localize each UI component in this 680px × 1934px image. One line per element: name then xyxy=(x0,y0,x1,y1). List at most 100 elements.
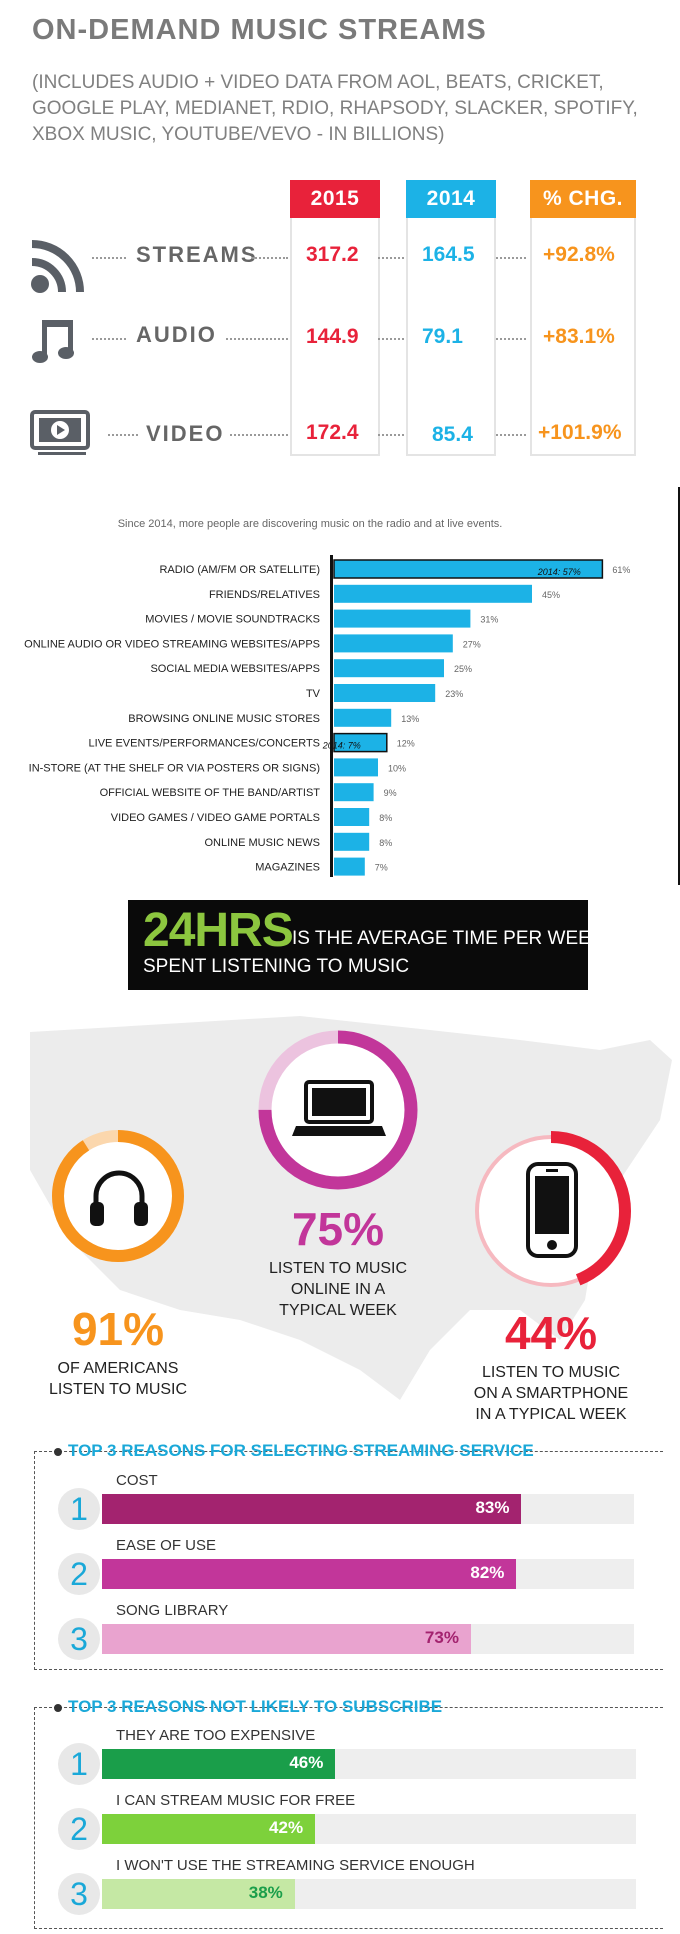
value-2014-video: 85.4 xyxy=(432,423,473,446)
reasons-select-title: TOP 3 REASONS FOR SELECTING STREAMING SE… xyxy=(68,1441,534,1460)
value-label: 9% xyxy=(384,788,397,798)
value-2014-streams: 164.5 xyxy=(422,243,475,266)
page-title: ON-DEMAND MUSIC STREAMS xyxy=(32,14,487,46)
discovery-caption: Since 2014, more people are discovering … xyxy=(117,518,503,530)
ring-smartphone-percent: 44% xyxy=(504,1307,598,1359)
value-label: 7% xyxy=(375,863,388,873)
leader-dots xyxy=(378,338,404,340)
value-label: 10% xyxy=(388,763,406,773)
title-bullet xyxy=(54,1704,62,1712)
leader-dots xyxy=(92,338,126,340)
ring-desc-line: IN A TYPICAL WEEK xyxy=(475,1406,627,1423)
page-subtitle: (INCLUDES AUDIO + VIDEO DATA FROM AOL, B… xyxy=(32,72,638,145)
ring-online-description: LISTEN TO MUSIC ONLINE IN A TYPICAL WEEK xyxy=(248,1258,428,1321)
category-label: TV xyxy=(306,688,321,700)
value-label: 31% xyxy=(480,615,498,625)
category-label: IN-STORE (AT THE SHELF OR VIA POSTERS OR… xyxy=(29,762,320,774)
leader-dots xyxy=(378,434,404,436)
category-label: ONLINE AUDIO OR VIDEO STREAMING WEBSITES… xyxy=(24,638,320,650)
reason-bar-track: 73% xyxy=(102,1624,634,1654)
banner-line-1: IS THE AVERAGE TIME PER WEEK xyxy=(292,928,604,949)
bar xyxy=(334,684,436,702)
category-label: BROWSING ONLINE MUSIC STORES xyxy=(128,713,320,725)
value-label: 12% xyxy=(397,739,415,749)
ring-americans-description: OF AMERICANS LISTEN TO MUSIC xyxy=(40,1358,196,1400)
ring-desc-line: TYPICAL WEEK xyxy=(279,1302,397,1319)
reason-percent: 38% xyxy=(248,1883,283,1902)
value-2015-audio: 144.9 xyxy=(306,325,359,348)
reason-label: EASE OF USE xyxy=(116,1537,217,1554)
reason-label: I WON'T USE THE STREAMING SERVICE ENOUGH xyxy=(116,1857,475,1874)
reason-bar-track: 46% xyxy=(102,1749,636,1779)
column-box-2014 xyxy=(406,180,496,456)
previous-year-label: 2014: 57% xyxy=(537,567,581,577)
video-monitor-icon xyxy=(30,410,92,463)
leader-dots xyxy=(496,434,526,436)
banner-line-2: SPENT LISTENING TO MUSIC xyxy=(143,956,410,977)
ring-americans-percent: 91% xyxy=(71,1303,165,1355)
reason-bar-fill: 42% xyxy=(102,1814,316,1844)
category-label: VIDEO GAMES / VIDEO GAME PORTALS xyxy=(111,812,320,824)
bar xyxy=(334,584,532,603)
reason-number: 2 xyxy=(58,1808,100,1850)
rss-icon xyxy=(30,238,88,299)
reason-number: 1 xyxy=(58,1488,100,1530)
leader-dots xyxy=(496,257,526,259)
reason-bar-track: 83% xyxy=(102,1494,634,1524)
listening-time-banner xyxy=(128,900,588,990)
reason-bar-track: 82% xyxy=(102,1559,634,1589)
reason-percent: 46% xyxy=(289,1753,324,1772)
reasons-not-title: TOP 3 REASONS NOT LIKELY TO SUBSCRIBE xyxy=(68,1697,443,1716)
reason-bar-fill: 82% xyxy=(102,1559,517,1589)
value-change-streams: +92.8% xyxy=(543,243,615,266)
reason-number: 3 xyxy=(58,1873,100,1915)
category-label: MOVIES / MOVIE SOUNDTRACKS xyxy=(145,614,320,626)
value-2015-video: 172.4 xyxy=(306,421,359,444)
leader-dots xyxy=(108,434,138,436)
ring-online xyxy=(258,1030,418,1190)
us-map-background xyxy=(30,1016,672,1400)
ring-desc-line: LISTEN TO MUSIC xyxy=(268,1260,408,1277)
row-label-audio: AUDIO xyxy=(136,322,217,347)
reason-label: SONG LIBRARY xyxy=(116,1602,229,1619)
ring-americans xyxy=(52,1130,184,1262)
ring-desc-line: OF AMERICANS xyxy=(57,1360,179,1377)
reason-number: 3 xyxy=(58,1618,100,1660)
bar xyxy=(334,857,365,876)
value-label: 27% xyxy=(463,639,481,649)
value-label: 25% xyxy=(454,664,472,674)
column-box-change xyxy=(530,180,636,456)
reason-bar-fill: 38% xyxy=(102,1879,295,1909)
ring-desc-line: LISTEN TO MUSIC xyxy=(481,1364,621,1381)
music-note-icon xyxy=(32,316,80,371)
previous-year-label: 2014: 7% xyxy=(322,741,361,751)
category-label: MAGAZINES xyxy=(255,862,320,874)
column-header-change: % CHG. xyxy=(530,180,636,218)
bar xyxy=(334,758,378,777)
ring-desc-line: ONLINE IN A xyxy=(290,1281,386,1298)
bar xyxy=(334,659,444,678)
value-2014-audio: 79.1 xyxy=(422,325,463,348)
reason-bar-track: 42% xyxy=(102,1814,636,1844)
bar xyxy=(334,708,392,727)
leader-dots xyxy=(226,338,288,340)
category-label: FRIENDS/RELATIVES xyxy=(209,589,320,601)
value-label: 61% xyxy=(612,565,630,575)
laptop-icon xyxy=(292,1080,386,1145)
reasons-select-frame xyxy=(34,1451,663,1670)
bar xyxy=(334,808,370,826)
bar xyxy=(334,783,374,802)
value-change-audio: +83.1% xyxy=(543,325,615,348)
value-label: 45% xyxy=(542,590,560,600)
bar xyxy=(334,634,453,653)
reason-bar-fill: 73% xyxy=(102,1624,471,1654)
category-label: RADIO (AM/FM OR SATELLITE) xyxy=(159,564,320,576)
category-label: ONLINE MUSIC NEWS xyxy=(204,837,320,849)
category-label: LIVE EVENTS/PERFORMANCES/CONCERTS xyxy=(89,738,320,750)
bar xyxy=(334,609,471,628)
reason-number: 2 xyxy=(58,1553,100,1595)
section-divider xyxy=(678,487,680,885)
value-change-video: +101.9% xyxy=(538,421,622,444)
column-header-2014: 2014 xyxy=(406,180,496,218)
value-label: 8% xyxy=(379,838,392,848)
